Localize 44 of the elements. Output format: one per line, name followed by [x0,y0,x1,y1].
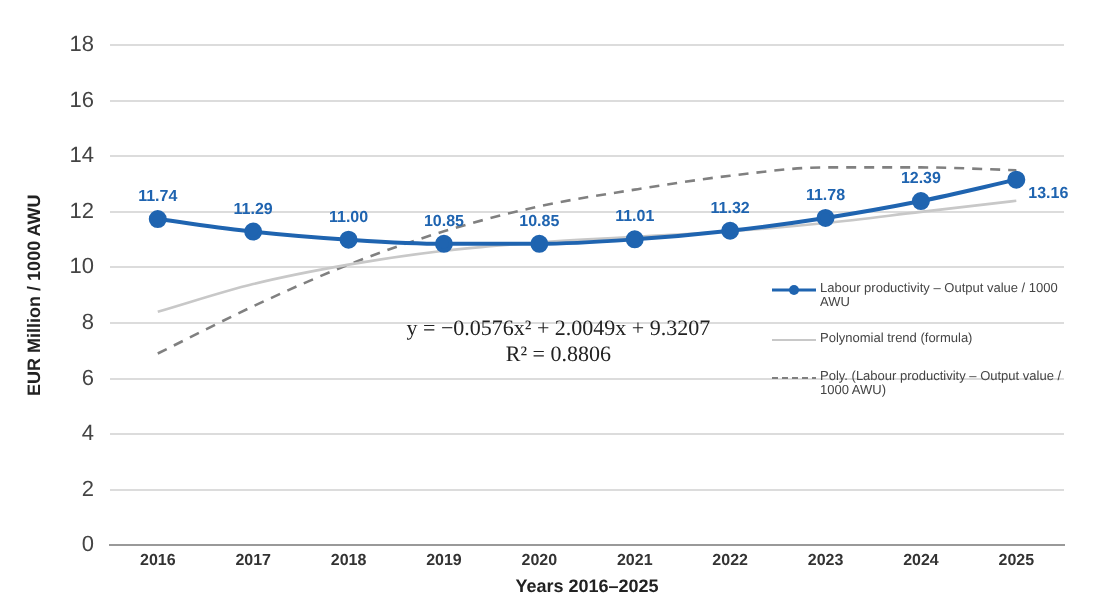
point [1007,170,1026,189]
data-label: 11.29 [233,199,274,218]
x-tick-label: 2022 [712,551,750,570]
y-axis-title: EUR Million / 1000 AWU [23,194,44,396]
y-tick-label: 0 [81,533,95,558]
point [434,234,453,253]
point [721,221,740,240]
y-tick-label: 16 [69,88,95,113]
data-label: 13.16 [1028,183,1070,202]
y-tick-label: 2 [81,477,95,502]
x-tick-label: 2019 [426,551,463,570]
data-label: 12.39 [900,169,943,188]
data-label: 11.32 [710,198,751,217]
point [816,208,835,227]
x-tick-label: 2018 [330,551,368,570]
y-tick-label: 10 [69,255,95,280]
x-tick-label: 2020 [521,551,559,570]
y-tick-label: 8 [81,311,95,336]
y-tick-label: 14 [69,144,95,169]
data-label: 11.78 [805,185,847,204]
x-tick-label: 2017 [235,551,273,570]
data-label: 11.00 [328,207,370,226]
annotation: R² = 0.8806 [505,343,612,368]
x-tick-label: 2025 [998,551,1036,570]
x-tick-label: 2023 [807,551,845,570]
y-tick-label: 18 [69,33,95,58]
point [339,230,358,249]
data-label: 10.85 [519,211,561,230]
data-label: 11.01 [615,207,656,226]
point [148,210,167,229]
y-tick-label: 12 [69,199,95,224]
data-label: 10.85 [423,211,466,230]
point [911,192,930,211]
point [244,222,263,241]
point [530,234,549,253]
x-tick-label: 2024 [903,551,940,570]
x-tick-label: 2016 [139,551,177,570]
y-tick-label: 4 [81,422,95,447]
annotation: y = −0.0576x² + 2.0049x + 9.3207 [406,317,712,342]
data-label: 11.74 [138,187,179,206]
x-axis-title: Years 2016–2025 [515,576,659,597]
y-tick-label: 6 [81,366,95,391]
point [625,230,644,249]
x-tick-label: 2021 [616,551,654,570]
